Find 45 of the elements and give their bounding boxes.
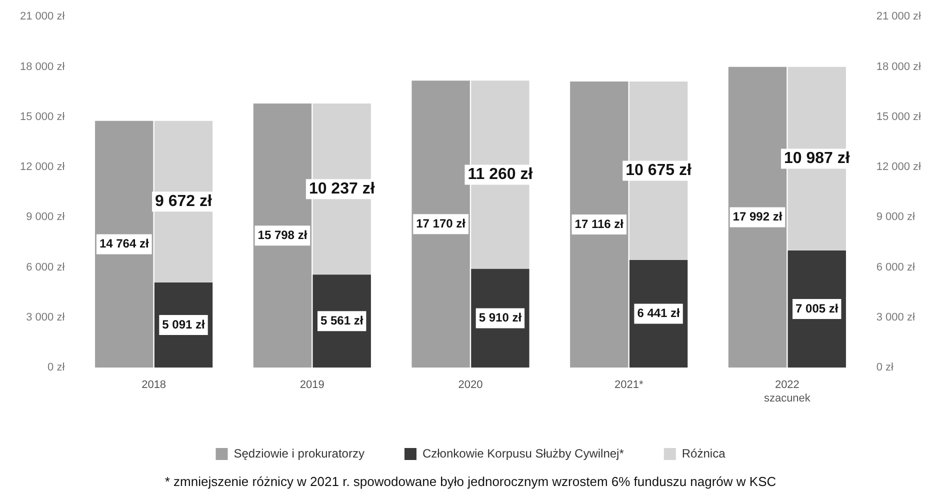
y2-tick-label: 21 000 zł <box>876 10 922 23</box>
y-tick-label: 6 000 zł <box>26 261 66 274</box>
data-label: 17 116 zł <box>574 216 624 231</box>
data-label: 10 237 zł <box>308 180 376 198</box>
data-label: 10 987 zł <box>784 150 850 168</box>
x-tick-label: 2019 <box>300 379 324 392</box>
data-label: 7 005 zł <box>796 301 839 316</box>
legend-label: Różnica <box>682 446 726 460</box>
bar <box>728 66 787 368</box>
data-label: 5 561 zł <box>320 313 364 328</box>
x-tick-label: 2022 szacunek <box>764 379 811 404</box>
y2-tick-label: 12 000 zł <box>876 161 922 174</box>
data-label: 9 672 zł <box>155 193 213 210</box>
text: * zmniejszenie różnicy w 2021 r. spowodowane było jednorocznym wzrostem 6% funduszu nagrów w KSC <box>164 474 778 489</box>
data-label: 5 910 zł <box>478 310 522 325</box>
bar <box>570 82 628 368</box>
data-label: 10 675 zł <box>626 162 692 180</box>
data-label: 14 764 zł <box>99 236 150 251</box>
y2-tick-label: 0 zł <box>876 362 894 374</box>
data-label: 15 798 zł <box>258 228 308 242</box>
bar <box>412 80 470 368</box>
legend-label: Członkowie Korpusu Służby Cywilnej* <box>422 446 624 460</box>
y-tick-label: 18 000 zł <box>20 60 66 73</box>
x-tick-label: 2020 <box>458 379 483 392</box>
bar <box>253 104 312 368</box>
y2-tick-label: 9 000 zł <box>876 211 916 224</box>
y-tick-label: 12 000 zł <box>20 161 66 174</box>
y2-tick-label: 15 000 zł <box>876 110 922 123</box>
data-label: 11 260 zł <box>468 166 534 184</box>
y-tick-label: 9 000 zł <box>26 211 66 224</box>
data-label: 5 091 zł <box>162 317 206 332</box>
y-tick-label: 15 000 zł <box>20 110 66 123</box>
y2-tick-label: 3 000 zł <box>876 311 916 324</box>
x-tick-label: 2018 <box>142 379 166 392</box>
y-tick-label: 21 000 zł <box>20 10 66 23</box>
data-label: 17 992 zł <box>732 210 783 224</box>
bar <box>95 120 154 368</box>
y2-tick-label: 6 000 zł <box>876 261 916 274</box>
legend-label: Sędziowie i prokuratorzy <box>234 446 364 460</box>
x-tick-label: 2021* <box>614 379 644 392</box>
data-label: 17 170 zł <box>416 216 466 230</box>
y-tick-label: 0 zł <box>48 362 66 374</box>
y-tick-label: 3 000 zł <box>26 311 66 324</box>
data-label: 6 441 zł <box>637 306 681 320</box>
y2-tick-label: 18 000 zł <box>876 60 922 73</box>
